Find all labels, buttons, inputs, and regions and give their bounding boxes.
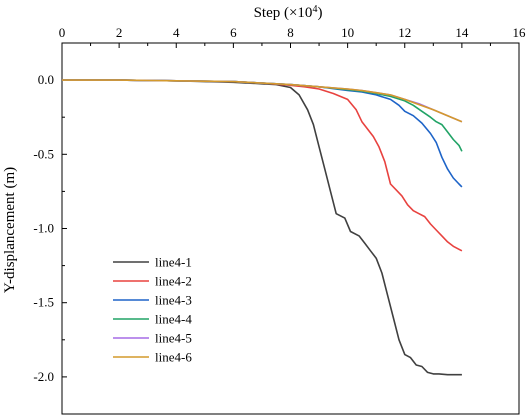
x-axis-title: Step (×104)	[254, 4, 323, 22]
x-tick-label: 2	[116, 25, 123, 40]
series-line-line4-4	[62, 79, 463, 152]
y-axis-title: Y-displancement (m)	[2, 167, 18, 293]
x-tick-label: 12	[398, 25, 411, 40]
x-tick-label: 0	[59, 25, 66, 40]
x-tick-label: 6	[230, 25, 237, 40]
legend-label-line4-6: line4-6	[155, 350, 192, 365]
legend: line4-1 line4-2 line4-3 line4-4 line4-5 line4…	[113, 255, 192, 365]
x-tick-label: 16	[513, 25, 526, 40]
series-line-line4-2	[62, 79, 463, 252]
plot-frame	[61, 42, 520, 415]
x-tick-label: 8	[287, 25, 294, 40]
legend-label-line4-5: line4-5	[155, 331, 192, 346]
y-tick-label: -1.0	[33, 221, 54, 236]
series-line-line4-3	[62, 79, 463, 188]
x-tick-label: 14	[455, 25, 469, 40]
series-line-line4-6	[62, 79, 463, 123]
legend-label-line4-4: line4-4	[155, 312, 192, 327]
series-line-line4-1	[62, 79, 462, 376]
series-line-line4-5	[62, 79, 463, 123]
legend-label-line4-2: line4-2	[155, 274, 192, 289]
y-tick-label: -0.5	[33, 146, 54, 161]
legend-label-line4-1: line4-1	[155, 255, 192, 270]
y-tick-label: -2.0	[33, 369, 54, 384]
legend-label-line4-3: line4-3	[155, 293, 192, 308]
y-tick-label: 0.0	[38, 72, 54, 87]
x-tick-label: 10	[341, 25, 354, 40]
axes: 0 2 4 6 8 10 12 14 16 0.0 -0.5 -1.0 -1.5 -2.0	[33, 25, 526, 415]
series-layer	[62, 79, 463, 376]
y-tick-label: -1.5	[33, 295, 54, 310]
x-tick-label: 4	[173, 25, 180, 40]
